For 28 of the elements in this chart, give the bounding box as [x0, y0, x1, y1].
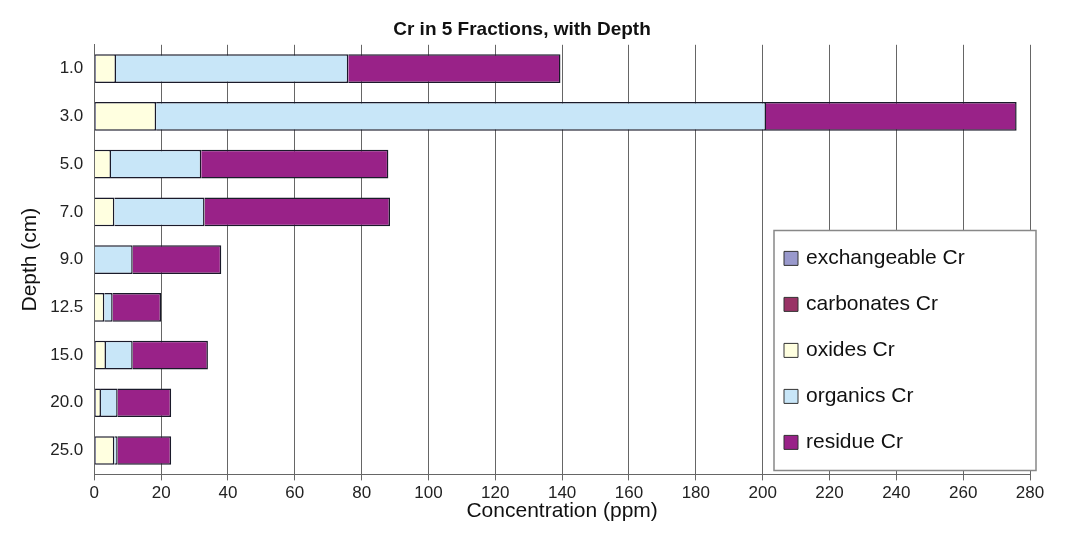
- y-tick-label: 9.0: [59, 249, 84, 269]
- x-tick-label: 240: [882, 483, 911, 503]
- y-tick-label: 12.5: [50, 297, 84, 317]
- x-tick-label: 60: [285, 483, 305, 503]
- legend-label: oxides Cr: [806, 337, 895, 361]
- y-axis-title: Depth (cm): [17, 207, 41, 312]
- x-tick-label: 40: [218, 483, 238, 503]
- x-tick-label: 180: [681, 483, 710, 503]
- x-tick-label: 280: [1015, 483, 1045, 503]
- legend-label: carbonates Cr: [806, 291, 938, 315]
- chart-title: Cr in 5 Fractions, with Depth: [393, 17, 651, 39]
- legend-label: exchangeable Cr: [806, 245, 965, 269]
- x-tick-label: 80: [352, 483, 372, 503]
- y-tick-label: 1.0: [59, 58, 84, 78]
- x-tick-label: 260: [948, 483, 978, 503]
- x-tick-label: 200: [748, 483, 777, 503]
- y-tick-label: 7.0: [59, 201, 84, 221]
- x-tick-label: 220: [815, 483, 844, 503]
- legend-label: organics Cr: [806, 383, 914, 407]
- legend-label: residue Cr: [806, 429, 903, 453]
- y-tick-label: 15.0: [50, 344, 84, 364]
- x-tick-label: 20: [151, 483, 171, 503]
- y-tick-label: 3.0: [59, 106, 84, 126]
- x-tick-label: 0: [89, 483, 100, 503]
- y-tick-label: 5.0: [59, 153, 84, 173]
- x-tick-label: 100: [414, 483, 443, 503]
- y-tick-label: 20.0: [50, 392, 84, 412]
- y-tick-label: 25.0: [50, 440, 84, 460]
